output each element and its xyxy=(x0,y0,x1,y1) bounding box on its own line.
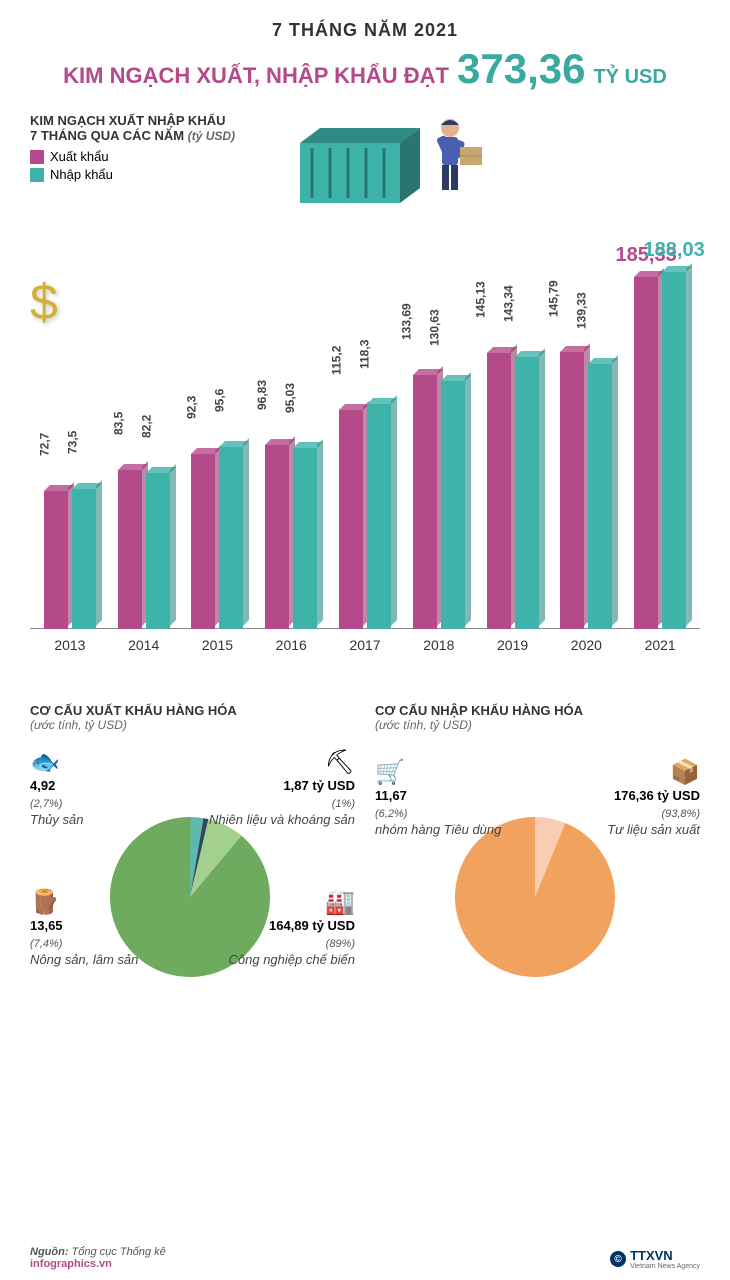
category-icon: 🛒 xyxy=(375,759,405,786)
import-bar: 188,03 xyxy=(662,272,686,629)
year-label: 2016 xyxy=(276,637,307,653)
logo-text: TTXVN xyxy=(630,1248,700,1263)
pie-label: ⛏ 1,87 tỷ USD (1%) Nhiên liệu và khoáng … xyxy=(209,747,355,829)
year-group: 145,79 139,33 2020 xyxy=(551,352,621,653)
export-pie-body: 🐟 4,92 (2,7%) Thủy sản ⛏ 1,87 tỷ USD (1%… xyxy=(30,747,355,1007)
headline-value: 373,36 xyxy=(457,45,585,93)
category-icon: ⛏ xyxy=(325,749,355,776)
import-pie-title: CƠ CẤU NHẬP KHẨU HÀNG HÓA xyxy=(375,703,700,718)
year-label: 2013 xyxy=(54,637,85,653)
export-pie-block: CƠ CẤU XUẤT KHẨU HÀNG HÓA (ước tính, tỷ … xyxy=(30,703,355,1007)
year-label: 2017 xyxy=(349,637,380,653)
footer: Nguồn: Tổng cục Thống kê infographics.vn… xyxy=(30,1246,700,1270)
bars-container: 72,7 73,5 2013 83,5 xyxy=(30,223,700,653)
publisher-logo: © TTXVN Vietnam News Agency xyxy=(610,1248,700,1270)
year-group: 145,13 143,34 2019 xyxy=(478,353,548,653)
import-bar: 73,5 xyxy=(72,489,96,629)
page-title: KIM NGẠCH XUẤT, NHẬP KHẨU ĐẠT xyxy=(63,63,449,89)
pie-label: 📦 176,36 tỷ USD (93,8%) Tư liệu sản xuất xyxy=(607,757,700,839)
import-bar: 130,63 xyxy=(441,381,465,629)
pie-label: 🛒 11,67 (6,2%) nhóm hàng Tiêu dùng xyxy=(375,757,501,839)
year-label: 2014 xyxy=(128,637,159,653)
chart-header: KIM NGẠCH XUẤT NHẬP KHẨU 7 THÁNG QUA CÁC… xyxy=(30,113,260,182)
export-pie-subtitle: (ước tính, tỷ USD) xyxy=(30,718,355,732)
source-label: Nguồn: xyxy=(30,1246,68,1258)
year-label: 2021 xyxy=(645,637,676,653)
category-icon: 📦 xyxy=(670,759,700,786)
year-group: 185,33 188,03 2021 xyxy=(625,272,695,653)
legend-label-export: Xuất khẩu xyxy=(50,149,109,164)
copyright-icon: © xyxy=(610,1251,626,1267)
site-name: infographics.vn xyxy=(30,1258,166,1270)
export-bar: 72,7 xyxy=(44,491,68,629)
year-label: 2019 xyxy=(497,637,528,653)
legend-item-import: Nhập khẩu xyxy=(30,167,260,182)
export-bar: 133,69 xyxy=(413,375,437,629)
chart-subtitle-unit: (tỷ USD) xyxy=(188,129,235,143)
import-pie-subtitle: (ước tính, tỷ USD) xyxy=(375,718,700,732)
year-group: 72,7 73,5 2013 xyxy=(35,489,105,653)
legend-label-import: Nhập khẩu xyxy=(50,167,113,182)
export-bar: 96,83 xyxy=(265,445,289,629)
category-icon: 🪵 xyxy=(30,889,60,916)
shipping-container-icon xyxy=(280,103,490,228)
export-bar: 145,13 xyxy=(487,353,511,629)
import-bar: 118,3 xyxy=(367,404,391,629)
legend-item-export: Xuất khẩu xyxy=(30,149,260,164)
source-name: Tổng cục Thống kê xyxy=(72,1246,166,1258)
export-bar: 185,33 xyxy=(634,277,658,629)
page-pretitle: 7 THÁNG NĂM 2021 xyxy=(30,20,700,41)
category-icon: 🐟 xyxy=(30,749,60,776)
legend-swatch-import xyxy=(30,168,44,182)
export-bar: 115,2 xyxy=(339,410,363,629)
year-group: 92,3 95,6 2015 xyxy=(183,447,253,653)
pie-charts-section: CƠ CẤU XUẤT KHẨU HÀNG HÓA (ước tính, tỷ … xyxy=(30,703,700,1007)
export-pie-title: CƠ CẤU XUẤT KHẨU HÀNG HÓA xyxy=(30,703,355,718)
pie-label: 🐟 4,92 (2,7%) Thủy sản xyxy=(30,747,83,829)
year-group: 133,69 130,63 2018 xyxy=(404,375,474,653)
pie-label: 🏭 164,89 tỷ USD (89%) Công nghiệp chế bi… xyxy=(229,887,356,969)
export-bar: 92,3 xyxy=(191,454,215,629)
header: 7 THÁNG NĂM 2021 KIM NGẠCH XUẤT, NHẬP KH… xyxy=(30,20,700,93)
year-label: 2018 xyxy=(423,637,454,653)
export-bar: 145,79 xyxy=(560,352,584,629)
import-bar: 95,6 xyxy=(219,447,243,629)
legend: Xuất khẩu Nhập khẩu xyxy=(30,149,260,182)
year-group: 83,5 82,2 2014 xyxy=(109,470,179,653)
bar-chart: KIM NGẠCH XUẤT NHẬP KHẨU 7 THÁNG QUA CÁC… xyxy=(30,113,700,653)
chart-subtitle-l2: 7 THÁNG QUA CÁC NĂM xyxy=(30,128,184,143)
import-bar: 82,2 xyxy=(146,473,170,629)
year-group: 96,83 95,03 2016 xyxy=(256,445,326,653)
legend-swatch-export xyxy=(30,150,44,164)
pie-slice xyxy=(455,817,615,977)
import-pie-block: CƠ CẤU NHẬP KHẨU HÀNG HÓA (ước tính, tỷ … xyxy=(375,703,700,1007)
year-label: 2015 xyxy=(202,637,233,653)
import-pie-body: 🛒 11,67 (6,2%) nhóm hàng Tiêu dùng 📦 176… xyxy=(375,747,700,1007)
year-group: 115,2 118,3 2017 xyxy=(330,404,400,653)
year-label: 2020 xyxy=(571,637,602,653)
pie-label: 🪵 13,65 (7,4%) Nông sản, lâm sản xyxy=(30,887,138,969)
worker-icon xyxy=(436,119,482,190)
logo-subtext: Vietnam News Agency xyxy=(630,1263,700,1270)
chart-subtitle-l1: KIM NGẠCH XUẤT NHẬP KHẨU xyxy=(30,113,225,128)
import-bar: 139,33 xyxy=(588,364,612,629)
headline-unit: TỶ USD xyxy=(593,66,666,89)
import-bar: 143,34 xyxy=(515,357,539,629)
import-bar: 95,03 xyxy=(293,448,317,629)
category-icon: 🏭 xyxy=(325,889,355,916)
export-bar: 83,5 xyxy=(118,470,142,629)
